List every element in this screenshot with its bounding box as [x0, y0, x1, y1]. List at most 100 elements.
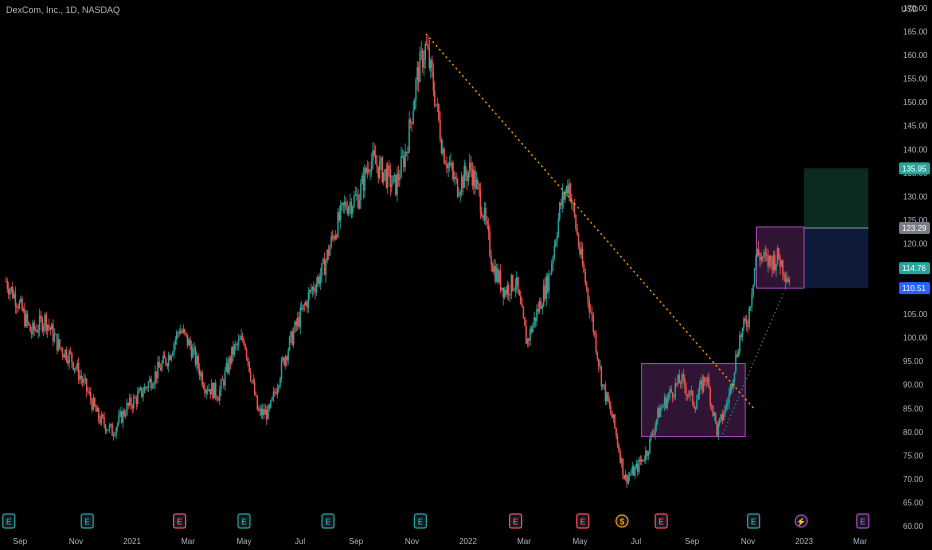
- candle-body: [57, 339, 60, 351]
- candle-body: [305, 302, 307, 306]
- time-tick-label: Sep: [13, 537, 28, 546]
- candle-body: [522, 307, 525, 318]
- candle-body: [403, 156, 405, 168]
- candle-body: [154, 371, 156, 384]
- candle-body: [506, 285, 509, 295]
- candle-body: [283, 357, 285, 366]
- candle-body: [169, 355, 171, 361]
- candle-body: [595, 334, 597, 353]
- price-tick-label: 80.00: [903, 428, 924, 437]
- candle-body: [55, 333, 57, 335]
- candle-body: [376, 164, 378, 167]
- candle-body: [393, 175, 396, 176]
- candle-body: [298, 317, 300, 328]
- candle-body: [614, 414, 616, 429]
- candle-body: [251, 380, 253, 382]
- candle-body: [256, 395, 259, 410]
- earnings-marker: [173, 513, 187, 529]
- candle-body: [575, 214, 577, 229]
- candle-body: [288, 337, 291, 351]
- candle-body: [540, 300, 542, 309]
- time-tick-label: May: [236, 537, 251, 546]
- candle-body: [408, 119, 410, 153]
- candle-body: [546, 275, 549, 292]
- candle-body: [679, 383, 682, 385]
- candle-body: [98, 408, 100, 420]
- candle-body: [713, 412, 715, 416]
- candle-body: [399, 177, 401, 180]
- candle-body: [36, 329, 38, 333]
- price-tick-label: 150.00: [903, 98, 928, 107]
- candle-body: [275, 392, 277, 395]
- candle-body: [388, 165, 390, 169]
- candle-body: [194, 347, 197, 365]
- candle-body: [395, 175, 397, 195]
- candle-body: [452, 170, 455, 180]
- candle-body: [381, 157, 384, 183]
- candle-body: [377, 166, 379, 178]
- candle-body: [630, 473, 632, 475]
- candle-body: [14, 293, 17, 307]
- price-tick-label: 140.00: [903, 145, 928, 154]
- candle-body: [139, 387, 142, 390]
- candle-body: [583, 265, 585, 273]
- candle-body: [628, 474, 631, 477]
- candle-body: [753, 267, 756, 285]
- candle-body: [737, 352, 740, 357]
- candle-body: [588, 300, 590, 312]
- candle-body: [257, 409, 260, 411]
- candle-body: [589, 311, 592, 313]
- candle-body: [372, 150, 374, 161]
- price-tag: [899, 262, 930, 275]
- candle-body: [22, 309, 25, 311]
- candle-body: [217, 399, 220, 401]
- candle-body: [736, 354, 738, 357]
- candle-body: [784, 276, 787, 282]
- candle-body: [744, 318, 746, 321]
- candle-body: [675, 383, 678, 385]
- candle-body: [29, 324, 31, 332]
- candle-body: [223, 380, 225, 386]
- candle-body: [447, 163, 449, 169]
- candle-body: [391, 184, 393, 188]
- price-tick-label: 165.00: [903, 28, 928, 37]
- candle-body: [646, 450, 648, 456]
- candle-body: [67, 360, 69, 364]
- candle-body: [782, 260, 784, 275]
- candle-body: [107, 429, 109, 431]
- candle-body: [544, 285, 546, 299]
- candle-body: [432, 71, 435, 91]
- candle-body: [24, 309, 26, 327]
- price-tag: [899, 282, 930, 295]
- candle-body: [663, 397, 666, 406]
- candle-body: [330, 235, 332, 247]
- candle-body: [741, 327, 744, 337]
- candle-body: [647, 453, 650, 456]
- candle-body: [243, 340, 245, 345]
- candle-body: [185, 332, 187, 335]
- candle-body: [329, 246, 331, 256]
- candle-body: [114, 434, 116, 436]
- candle-body: [573, 203, 576, 215]
- candle-body: [561, 192, 564, 206]
- candle-body: [761, 257, 764, 258]
- candle-body: [505, 289, 507, 295]
- candle-body: [193, 347, 195, 349]
- candle-body: [85, 378, 88, 392]
- candle-body: [213, 382, 216, 399]
- candle-body: [306, 302, 308, 308]
- candle-body: [162, 355, 164, 363]
- candle-body: [716, 421, 718, 436]
- candle-body: [513, 289, 515, 291]
- candle-body: [244, 344, 246, 350]
- candle-body: [661, 407, 663, 409]
- candle-body: [30, 331, 33, 335]
- candle-body: [208, 389, 210, 391]
- candle-body: [77, 363, 80, 380]
- candle-body: [416, 67, 418, 81]
- candle-body: [491, 264, 494, 272]
- candle-body: [706, 377, 709, 382]
- candle-body: [483, 207, 486, 219]
- candle-body: [366, 168, 369, 173]
